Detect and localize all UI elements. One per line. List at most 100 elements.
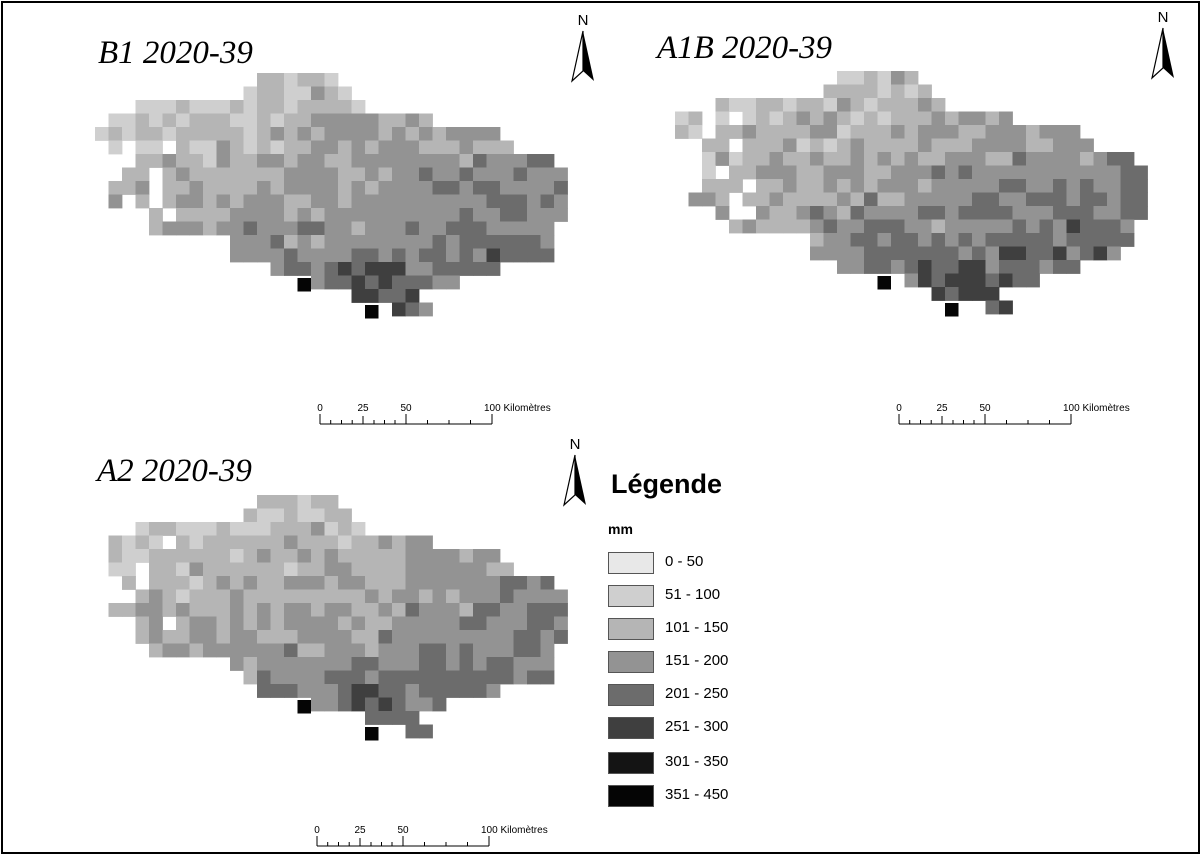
raster-cell	[176, 576, 190, 590]
raster-cell	[877, 111, 892, 126]
svg-text:0: 0	[317, 403, 323, 414]
raster-cell	[338, 181, 352, 195]
raster-cell	[243, 670, 258, 685]
raster-cell	[365, 113, 379, 128]
raster-cell	[405, 194, 420, 209]
raster-cell	[473, 603, 487, 617]
raster-cell	[432, 576, 447, 590]
raster-cell	[419, 576, 433, 590]
raster-cell	[284, 522, 298, 536]
raster-cell	[837, 165, 851, 180]
raster-cell	[810, 192, 824, 207]
raster-cell	[108, 549, 123, 563]
raster-cell	[972, 233, 986, 247]
raster-cell	[419, 194, 433, 209]
raster-cell	[554, 616, 568, 631]
raster-cell	[351, 167, 366, 182]
raster-cell	[243, 630, 258, 644]
raster-cell	[203, 535, 217, 550]
raster-cell	[446, 208, 460, 222]
raster-cell	[270, 562, 285, 577]
raster-cell	[446, 167, 460, 182]
raster-cell	[297, 535, 312, 550]
raster-cell	[742, 165, 757, 180]
raster-cell	[162, 603, 177, 617]
raster-cell	[351, 113, 366, 128]
raster-cell	[918, 84, 932, 99]
raster-cell	[473, 576, 487, 590]
raster-cell	[189, 181, 204, 195]
svg-text:100 Kilomètres: 100 Kilomètres	[481, 825, 548, 836]
raster-cell	[392, 113, 406, 128]
raster-cell	[850, 111, 865, 126]
raster-cell	[284, 181, 298, 195]
raster-cell	[108, 535, 123, 550]
raster-cell	[796, 138, 811, 153]
raster-cell	[297, 508, 312, 523]
raster-cell	[985, 165, 1000, 180]
raster-cell	[958, 165, 973, 180]
raster-cell	[432, 275, 447, 290]
raster-cell	[378, 221, 393, 236]
raster-cell	[877, 179, 892, 193]
raster-cell	[729, 98, 743, 112]
legend-label: 101 - 150	[665, 619, 729, 636]
raster-cell	[243, 535, 258, 550]
raster-cell	[877, 152, 892, 166]
raster-cell	[540, 589, 555, 604]
raster-cell	[432, 697, 447, 712]
raster-cell	[324, 616, 339, 631]
raster-cell	[810, 206, 824, 220]
raster-cell	[473, 167, 487, 182]
raster-cell	[1039, 125, 1054, 139]
raster-cell	[958, 138, 973, 153]
raster-cell	[756, 179, 770, 193]
raster-cell	[945, 192, 959, 207]
raster-cell	[999, 260, 1013, 274]
raster-cell	[216, 522, 231, 536]
raster-cell	[904, 246, 919, 261]
raster-cell	[351, 670, 366, 685]
raster-cell	[135, 589, 150, 604]
raster-cell	[311, 684, 325, 698]
raster-cell	[311, 670, 325, 685]
raster-cell	[176, 127, 190, 141]
raster-cell	[135, 100, 150, 114]
raster-cell	[459, 208, 474, 222]
raster-cell	[540, 616, 555, 631]
raster-cell	[729, 165, 743, 180]
raster-cell	[324, 221, 339, 236]
raster-cell	[1093, 165, 1108, 180]
raster-cell	[446, 549, 460, 563]
raster-cell	[796, 206, 811, 220]
raster-cell	[513, 643, 528, 658]
raster-cell	[769, 219, 784, 234]
raster-cell	[446, 684, 460, 698]
raster-cell	[365, 181, 379, 195]
raster-cell	[527, 154, 541, 168]
raster-cell	[446, 603, 460, 617]
raster-cell	[257, 657, 271, 671]
raster-cell	[972, 125, 986, 139]
raster-cell	[257, 235, 271, 249]
raster-cell	[783, 179, 797, 193]
raster-cell	[378, 262, 393, 276]
raster-cell	[1080, 246, 1094, 261]
raster-cell	[270, 630, 285, 644]
raster-cell	[1120, 192, 1135, 207]
raster-cell	[432, 235, 447, 249]
raster-cell	[486, 603, 501, 617]
raster-cell	[189, 549, 204, 563]
raster-cell	[702, 179, 716, 193]
raster-cell	[351, 235, 366, 249]
raster-cell	[243, 167, 258, 182]
raster-cell	[216, 140, 231, 155]
raster-cell	[891, 192, 905, 207]
raster-cell	[203, 208, 217, 222]
raster-cell	[324, 535, 339, 550]
raster-cell	[837, 219, 851, 234]
raster-cell	[270, 235, 285, 249]
raster-cell	[365, 727, 379, 741]
raster-cell	[1026, 138, 1040, 153]
raster-cell	[243, 154, 258, 168]
